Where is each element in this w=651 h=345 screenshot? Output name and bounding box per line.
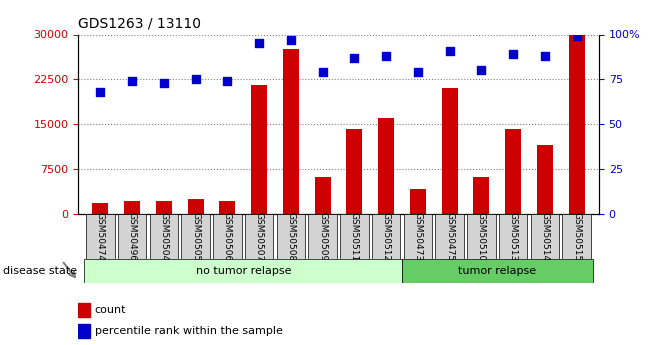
Bar xyxy=(410,189,426,214)
Bar xyxy=(86,214,115,259)
Text: GSM50505: GSM50505 xyxy=(191,212,200,261)
Bar xyxy=(499,214,527,259)
Bar xyxy=(314,177,331,214)
Text: GSM50504: GSM50504 xyxy=(159,212,169,261)
Text: tumor relapse: tumor relapse xyxy=(458,266,536,276)
Text: GSM50496: GSM50496 xyxy=(128,212,137,261)
Bar xyxy=(78,303,90,317)
Bar xyxy=(404,214,432,259)
Bar xyxy=(378,118,394,214)
Point xyxy=(286,37,296,43)
Point xyxy=(445,48,455,53)
Bar xyxy=(473,177,490,214)
Text: GSM50474: GSM50474 xyxy=(96,212,105,261)
Bar xyxy=(118,214,146,259)
Text: GDS1263 / 13110: GDS1263 / 13110 xyxy=(78,17,201,31)
Text: disease state: disease state xyxy=(3,266,77,276)
Bar xyxy=(156,201,172,214)
Text: GSM50514: GSM50514 xyxy=(540,212,549,261)
Bar xyxy=(442,88,458,214)
Text: no tumor relapse: no tumor relapse xyxy=(195,266,291,276)
Bar xyxy=(150,214,178,259)
Text: GSM50511: GSM50511 xyxy=(350,212,359,261)
Point xyxy=(508,51,518,57)
Point xyxy=(254,41,264,46)
Point xyxy=(159,80,169,86)
Bar xyxy=(78,324,90,338)
Point xyxy=(540,53,550,59)
Bar xyxy=(346,129,363,214)
Bar xyxy=(245,214,273,259)
Bar xyxy=(537,145,553,214)
Text: GSM50510: GSM50510 xyxy=(477,212,486,261)
Point xyxy=(127,78,137,84)
Text: GSM50513: GSM50513 xyxy=(508,212,518,261)
Bar xyxy=(309,214,337,259)
Bar xyxy=(372,214,400,259)
Bar xyxy=(436,214,464,259)
Point xyxy=(572,33,582,39)
Bar xyxy=(251,85,267,214)
Text: percentile rank within the sample: percentile rank within the sample xyxy=(95,326,283,336)
Point xyxy=(413,69,423,75)
Point xyxy=(381,53,391,59)
Bar xyxy=(531,214,559,259)
Text: GSM50506: GSM50506 xyxy=(223,212,232,261)
Bar xyxy=(213,214,242,259)
Bar xyxy=(340,214,368,259)
Bar xyxy=(569,34,585,214)
Point xyxy=(222,78,232,84)
Bar xyxy=(187,199,204,214)
Bar xyxy=(85,259,402,283)
Text: GSM50508: GSM50508 xyxy=(286,212,296,261)
Bar xyxy=(562,214,591,259)
Point xyxy=(95,89,105,95)
Bar xyxy=(505,129,521,214)
Text: GSM50473: GSM50473 xyxy=(413,212,422,261)
Point xyxy=(477,68,487,73)
Bar xyxy=(402,259,592,283)
Bar xyxy=(219,201,235,214)
Text: GSM50507: GSM50507 xyxy=(255,212,264,261)
Text: GSM50475: GSM50475 xyxy=(445,212,454,261)
Bar xyxy=(283,49,299,214)
Bar xyxy=(467,214,495,259)
Bar xyxy=(124,201,140,214)
Text: GSM50512: GSM50512 xyxy=(381,212,391,261)
Bar xyxy=(277,214,305,259)
Bar xyxy=(182,214,210,259)
Point xyxy=(190,77,201,82)
Point xyxy=(318,69,328,75)
Point xyxy=(349,55,359,61)
Text: count: count xyxy=(95,305,126,315)
Bar xyxy=(92,203,108,214)
Text: GSM50515: GSM50515 xyxy=(572,212,581,261)
Text: GSM50509: GSM50509 xyxy=(318,212,327,261)
